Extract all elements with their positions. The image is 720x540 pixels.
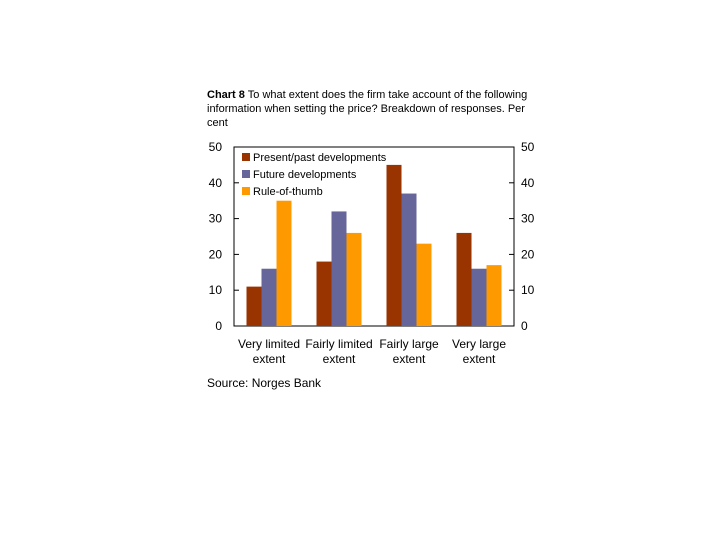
x-tick-label: Fairly large [379, 337, 439, 351]
bar [331, 211, 347, 326]
x-tick-label: Fairly limited [305, 337, 372, 351]
legend-label: Present/past developments [253, 152, 387, 164]
bar [416, 243, 432, 326]
bar [386, 164, 402, 326]
y-tick-label-right: 40 [521, 176, 535, 190]
chart-title: Chart 8 To what extent does the firm tak… [207, 88, 537, 130]
bar [276, 200, 292, 326]
bar [401, 193, 417, 326]
plot-frame [233, 146, 515, 327]
bar [471, 268, 487, 326]
y-tick-label-left: 0 [215, 319, 222, 333]
bar [316, 261, 332, 326]
x-tick-label: extent [393, 352, 426, 366]
chart-number: Chart 8 [207, 89, 245, 101]
y-tick-label-left: 10 [209, 283, 223, 297]
x-tick-label: extent [253, 352, 286, 366]
y-tick-label-left: 20 [209, 247, 223, 261]
x-tick-label: Very large [452, 337, 506, 351]
legend-swatch [242, 187, 250, 195]
y-tick-label-right: 20 [521, 247, 535, 261]
y-tick-label-right: 0 [521, 319, 528, 333]
y-tick-label-right: 10 [521, 283, 535, 297]
y-tick-label-left: 30 [209, 212, 223, 226]
y-tick-label-left: 50 [209, 140, 223, 154]
legend-swatch [242, 153, 250, 161]
y-tick-label-left: 40 [209, 176, 223, 190]
bar [456, 232, 472, 326]
bar [261, 268, 277, 326]
y-tick-label-right: 50 [521, 140, 535, 154]
legend-label: Rule-of-thumb [253, 186, 323, 198]
x-tick-label: Very limited [238, 337, 300, 351]
x-tick-label: extent [463, 352, 496, 366]
x-tick-label: extent [323, 352, 356, 366]
bar [246, 286, 262, 326]
y-tick-label-right: 30 [521, 212, 535, 226]
bar [346, 232, 362, 326]
legend-label: Future developments [253, 169, 357, 181]
bar [486, 265, 502, 326]
source-note: Source: Norges Bank [207, 376, 322, 390]
chart-title-text: To what extent does the firm take accoun… [207, 89, 528, 129]
legend-swatch [242, 170, 250, 178]
